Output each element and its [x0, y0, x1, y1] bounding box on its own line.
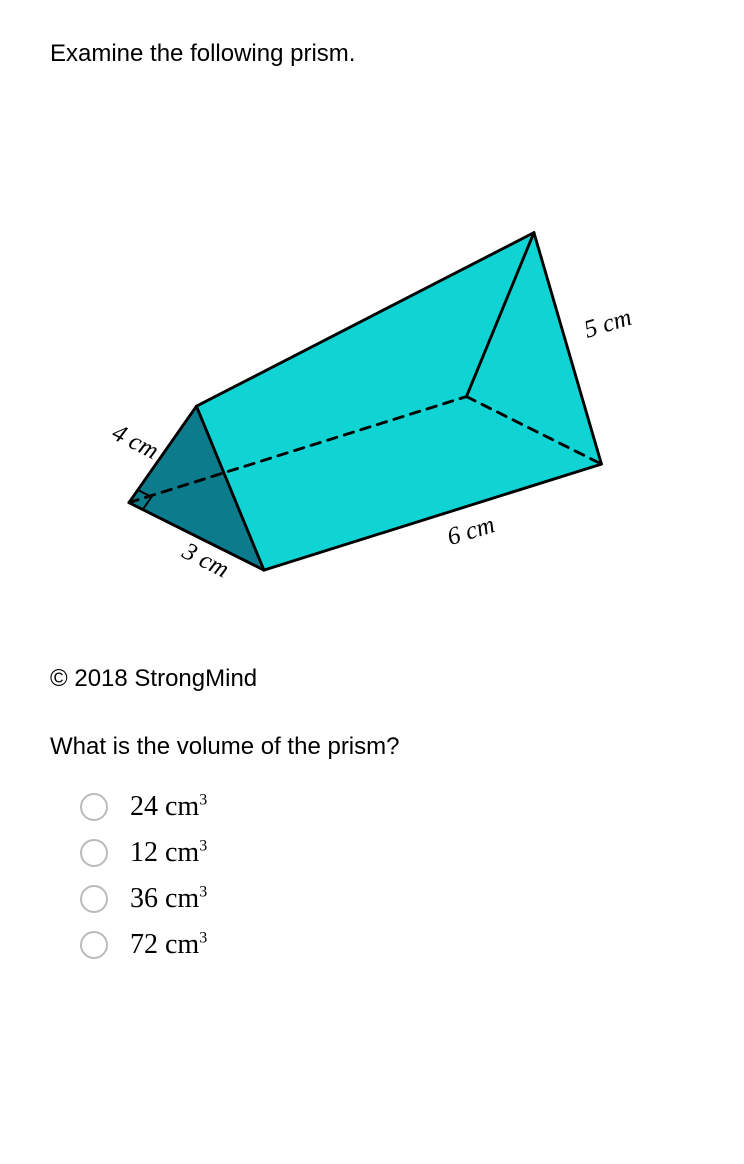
radio-icon[interactable] [80, 885, 108, 913]
answer-option-0[interactable]: 24 cm3 [80, 791, 694, 823]
answer-label: 72 cm3 [130, 929, 207, 961]
answer-label: 12 cm3 [130, 837, 207, 869]
answer-option-2[interactable]: 36 cm3 [80, 883, 694, 915]
answer-label: 24 cm3 [130, 791, 207, 823]
answer-option-1[interactable]: 12 cm3 [80, 837, 694, 869]
svg-text:6 cm: 6 cm [444, 511, 498, 551]
prompt-text: Examine the following prism. [50, 40, 694, 68]
prism-figure: 4 cm3 cm6 cm5 cm [50, 88, 694, 635]
radio-icon[interactable] [80, 839, 108, 867]
answer-option-3[interactable]: 72 cm3 [80, 929, 694, 961]
radio-icon[interactable] [80, 793, 108, 821]
svg-text:5 cm: 5 cm [581, 304, 635, 344]
answer-label: 36 cm3 [130, 883, 207, 915]
radio-icon[interactable] [80, 931, 108, 959]
copyright-text: © 2018 StrongMind [50, 665, 694, 693]
question-text: What is the volume of the prism? [50, 733, 694, 761]
svg-text:4 cm: 4 cm [108, 419, 163, 465]
